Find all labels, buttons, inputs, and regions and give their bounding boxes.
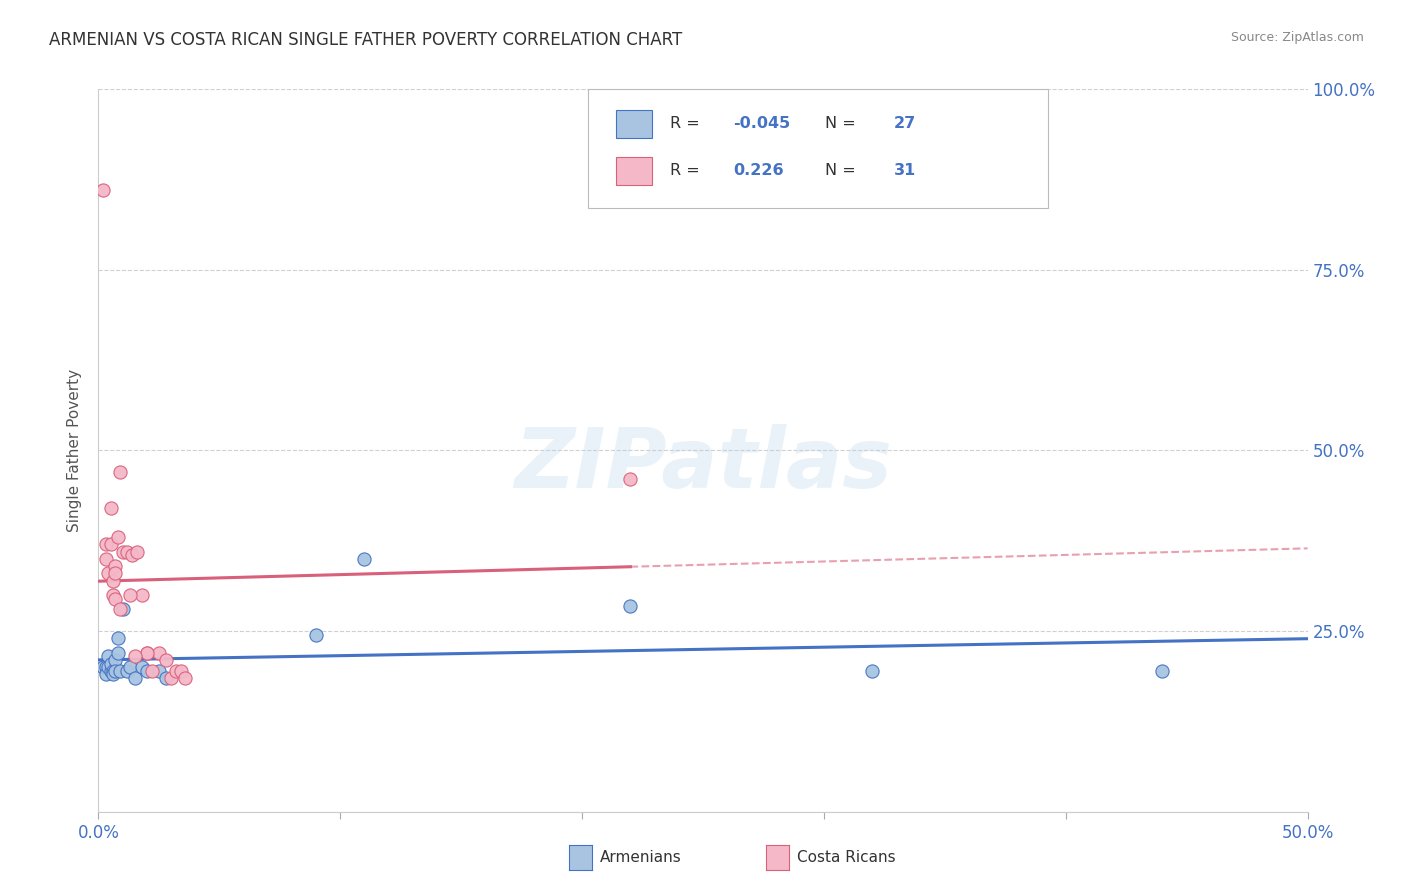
Point xyxy=(101,667,124,681)
Text: -0.045: -0.045 xyxy=(734,116,790,131)
Point xyxy=(111,544,134,558)
Point xyxy=(107,646,129,660)
Point xyxy=(117,664,139,678)
Text: N =: N = xyxy=(825,163,856,178)
Text: ZIPatlas: ZIPatlas xyxy=(515,425,891,506)
Point xyxy=(148,664,170,678)
Point xyxy=(97,566,120,581)
Point xyxy=(860,664,883,678)
Point xyxy=(104,591,127,606)
Point xyxy=(100,501,122,516)
Point xyxy=(101,574,124,588)
Point xyxy=(101,664,124,678)
Point xyxy=(174,671,197,685)
FancyBboxPatch shape xyxy=(616,157,652,185)
Point xyxy=(107,530,129,544)
Point xyxy=(91,660,114,674)
Point xyxy=(353,551,375,566)
Point xyxy=(165,664,187,678)
Text: ARMENIAN VS COSTA RICAN SINGLE FATHER POVERTY CORRELATION CHART: ARMENIAN VS COSTA RICAN SINGLE FATHER PO… xyxy=(49,31,682,49)
Point xyxy=(108,465,131,479)
Point xyxy=(94,551,117,566)
Y-axis label: Single Father Poverty: Single Father Poverty xyxy=(67,369,83,532)
Point xyxy=(619,599,641,613)
Point xyxy=(94,537,117,551)
Text: R =: R = xyxy=(671,116,700,131)
Point xyxy=(111,602,134,616)
Point xyxy=(135,664,157,678)
Point xyxy=(127,544,149,558)
Text: R =: R = xyxy=(671,163,700,178)
Point xyxy=(91,183,114,197)
Point xyxy=(118,588,141,602)
Point xyxy=(97,649,120,664)
Text: Armenians: Armenians xyxy=(600,850,682,864)
Point xyxy=(100,657,122,671)
FancyBboxPatch shape xyxy=(616,110,652,137)
Point xyxy=(131,588,153,602)
Point xyxy=(104,664,127,678)
Point xyxy=(97,660,120,674)
Text: N =: N = xyxy=(825,116,856,131)
Point xyxy=(118,660,141,674)
Point xyxy=(131,660,153,674)
Point xyxy=(101,588,124,602)
Point xyxy=(104,559,127,574)
Point xyxy=(108,664,131,678)
Point xyxy=(148,646,170,660)
Point xyxy=(305,628,328,642)
Point xyxy=(169,664,191,678)
Point xyxy=(1152,664,1174,678)
Text: 0.226: 0.226 xyxy=(734,163,785,178)
Point xyxy=(100,537,122,551)
Point xyxy=(117,544,139,558)
Point xyxy=(619,472,641,486)
Point xyxy=(135,646,157,660)
Text: 31: 31 xyxy=(894,163,917,178)
FancyBboxPatch shape xyxy=(588,89,1047,209)
Point xyxy=(107,632,129,646)
Point xyxy=(121,548,143,562)
Text: Source: ZipAtlas.com: Source: ZipAtlas.com xyxy=(1230,31,1364,45)
Point xyxy=(124,649,146,664)
Point xyxy=(104,566,127,581)
Point xyxy=(104,653,127,667)
Point xyxy=(160,671,183,685)
Point xyxy=(124,671,146,685)
Point xyxy=(135,646,157,660)
Point xyxy=(100,664,122,678)
Text: 27: 27 xyxy=(894,116,917,131)
Point xyxy=(155,653,177,667)
Text: Costa Ricans: Costa Ricans xyxy=(797,850,896,864)
Point xyxy=(108,602,131,616)
Point xyxy=(94,660,117,674)
Point xyxy=(141,664,163,678)
Point xyxy=(94,667,117,681)
Point xyxy=(155,671,177,685)
